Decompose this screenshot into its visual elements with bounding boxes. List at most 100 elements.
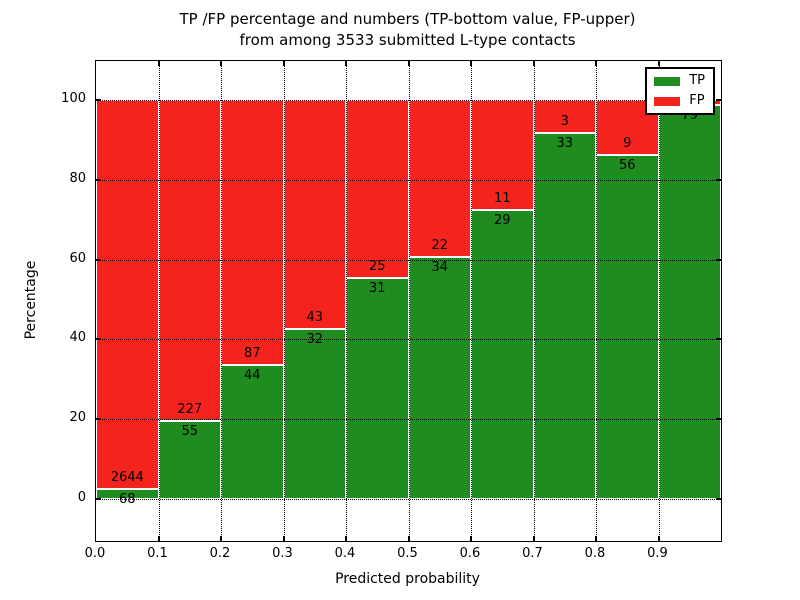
tp-count-label: 68: [118, 491, 136, 507]
chart-title: TP /FP percentage and numbers (TP-bottom…: [95, 9, 720, 51]
y-tickmark-right: [716, 338, 721, 341]
tp-count-label: 55: [181, 424, 199, 440]
x-tickmark-top: [220, 61, 222, 66]
fp-bar-segment: [221, 100, 284, 365]
y-tickmark-right: [716, 178, 721, 181]
x-gridline: [408, 61, 410, 541]
x-tick-label: 0.9: [647, 546, 668, 561]
x-tickmark-top: [657, 61, 660, 66]
y-tick-label: 60: [69, 250, 86, 266]
fp-bar-segment: [346, 100, 409, 279]
fp-count-label: 3: [560, 114, 569, 130]
tp-count-label: 44: [243, 367, 261, 383]
x-tickmark-top: [595, 61, 597, 66]
fp-count-label: 22: [431, 237, 449, 253]
fp-count-label: 25: [368, 259, 386, 275]
y-tickmark-left: [96, 418, 101, 421]
x-gridline: [533, 61, 535, 541]
tp-legend-swatch: [654, 76, 681, 86]
y-tickmark-left: [96, 338, 101, 341]
x-tickmark-top: [532, 61, 535, 66]
x-tickmark-bottom: [282, 536, 285, 541]
x-tick-label: 0.4: [334, 546, 356, 561]
x-tick-label: 0.2: [209, 546, 231, 561]
legend-entry: TP: [654, 74, 705, 88]
y-tickmark-right: [716, 418, 721, 421]
y-axis-label: Percentage: [23, 260, 39, 340]
y-tick-label: 40: [69, 330, 86, 346]
x-tickmark-bottom: [595, 536, 597, 541]
x-tickmark-top: [157, 61, 160, 66]
fp-count-label: 2644: [110, 469, 144, 485]
fp-count-label: 9: [623, 136, 632, 152]
x-gridline: [658, 61, 660, 541]
tp-count-label: 31: [368, 281, 386, 297]
chart-title-line2: from among 3533 submitted L-type contact…: [239, 31, 576, 49]
x-tickmark-bottom: [220, 536, 222, 541]
x-tickmark-bottom: [532, 536, 535, 541]
fp-count-label: 87: [243, 345, 261, 361]
y-tick-label: 100: [61, 91, 86, 106]
x-tickmark-bottom: [470, 536, 472, 541]
tp-count-label: 34: [431, 259, 449, 275]
x-tick-label: 0.0: [84, 546, 106, 561]
tp-bar-segment: [596, 155, 659, 499]
y-tickmark-right: [716, 258, 721, 261]
fp-bar-segment: [96, 100, 159, 489]
chart-title-line1: TP /FP percentage and numbers (TP-bottom…: [179, 10, 636, 28]
tp-count-label: 29: [493, 212, 511, 228]
x-tick-label: 0.6: [459, 546, 481, 561]
tp-count-label: 32: [306, 331, 324, 347]
y-tickmark-right: [716, 498, 721, 500]
y-tick-label: 80: [69, 170, 86, 186]
legend-entry-label: FP: [689, 93, 705, 108]
fp-bar-segment: [283, 100, 346, 329]
y-tick-label: 0: [77, 490, 86, 505]
x-gridline: [221, 61, 222, 541]
y-tickmark-left: [96, 498, 101, 500]
y-tick-label: 20: [69, 410, 86, 426]
x-tick-label: 0.8: [584, 546, 606, 561]
x-tickmark-top: [407, 61, 410, 66]
x-tickmark-bottom: [345, 536, 347, 541]
tp-count-label: 56: [618, 158, 636, 174]
x-tickmark-top: [345, 61, 347, 66]
legend-entry-label: TP: [689, 73, 705, 88]
legend-entry: FP: [654, 94, 705, 108]
tp-bar-segment: [408, 256, 471, 499]
x-gridline: [158, 61, 160, 541]
x-tickmark-top: [470, 61, 472, 66]
tp-bar-segment: [221, 364, 284, 499]
fp-legend-swatch: [654, 96, 681, 106]
x-tick-label: 0.7: [522, 546, 543, 561]
x-axis-label: Predicted probability: [335, 571, 480, 587]
x-gridline: [283, 61, 285, 541]
y-tickmark-left: [96, 99, 101, 101]
x-gridline: [596, 61, 597, 541]
fp-count-label: 43: [306, 309, 324, 325]
fp-bar-segment: [408, 100, 471, 257]
x-tick-label: 0.5: [397, 546, 418, 561]
tp-bar-segment: [283, 328, 346, 499]
x-tickmark-top: [282, 61, 285, 66]
x-tick-label: 0.1: [147, 546, 168, 561]
tp-bar-segment: [658, 104, 721, 499]
tp-count-label: 33: [556, 136, 574, 152]
x-gridline: [346, 61, 347, 541]
y-tickmark-left: [96, 178, 101, 181]
x-tickmark-bottom: [157, 536, 160, 541]
x-tickmark-bottom: [657, 536, 660, 541]
x-tick-label: 0.3: [272, 546, 293, 561]
fp-count-label: 227: [177, 402, 203, 418]
x-gridline: [471, 61, 472, 541]
plot-area: TP FP 2644 68 227 55 87 44 43 32 25 31 22 34 11 29 3 33 9…: [95, 60, 722, 542]
y-tickmark-left: [96, 258, 101, 261]
tp-bar-segment: [533, 133, 596, 499]
y-tickmark-right: [716, 99, 721, 101]
x-tickmark-bottom: [407, 536, 410, 541]
legend: TP FP: [645, 67, 715, 115]
tp-bar-segment: [471, 209, 534, 499]
fp-count-label: 11: [493, 190, 511, 206]
tp-bar-segment: [346, 278, 409, 499]
